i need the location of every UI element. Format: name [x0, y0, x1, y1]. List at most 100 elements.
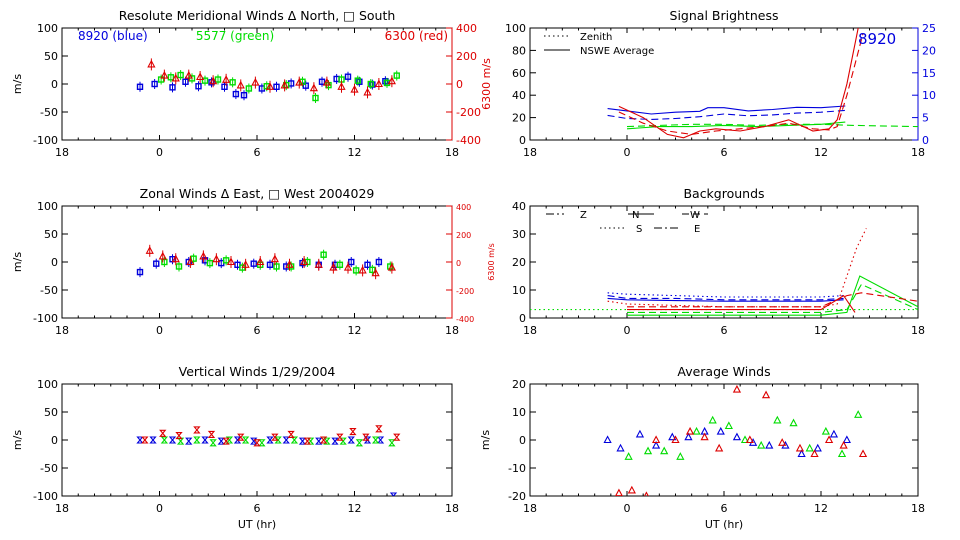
data-point-average-2-12 — [795, 443, 805, 452]
data-point-average-2-13 — [810, 449, 819, 458]
y-tick-label: 20 — [512, 256, 526, 269]
x-tick-label: 0 — [624, 324, 631, 337]
y-tick-label: 0 — [519, 312, 526, 325]
y-tick-label: 10 — [512, 406, 526, 419]
y2-tick-label: 15 — [922, 67, 936, 80]
legend-label-1: NSWE Average — [580, 46, 654, 57]
series-line-backgrounds-5 — [627, 283, 918, 313]
series-line-backgrounds-7 — [627, 294, 856, 313]
y2-tick-label: 25 — [922, 22, 936, 35]
series-line-brightness-1 — [607, 109, 846, 120]
y2-tick-label: 0 — [456, 78, 463, 91]
data-point-average-2-6 — [700, 432, 709, 441]
x-tick-label: 12 — [348, 324, 362, 337]
plot-area — [607, 28, 918, 139]
data-point-average-2-10 — [761, 390, 771, 399]
data-point-average-2-3 — [651, 435, 661, 444]
y-tick-label: 0 — [519, 134, 526, 147]
series-line-brightness-0 — [607, 105, 846, 115]
x-tick-label: 18 — [55, 146, 69, 159]
data-point-vertical-2-13 — [349, 428, 357, 436]
data-point-average-0-0 — [603, 435, 612, 444]
data-point-vertical-0-15 — [376, 436, 385, 444]
data-point-average-1-0 — [624, 452, 633, 460]
data-point-vertical-0-12 — [331, 437, 339, 445]
data-point-vertical-1-13 — [371, 436, 380, 444]
x-tick-label: 0 — [624, 146, 631, 159]
data-point-average-2-16 — [858, 449, 868, 458]
data-point-vertical-1-4 — [225, 436, 234, 444]
data-point-average-2-0 — [614, 488, 623, 496]
x-tick-label: 12 — [814, 146, 828, 159]
y2-tick-label: 10 — [922, 89, 936, 102]
data-point-vertical-2-14 — [362, 433, 370, 441]
data-point-average-2-8 — [732, 384, 742, 393]
x-axis-label: UT (hr) — [238, 518, 276, 531]
panel-average: Average Winds 18 0 6 12 18 20 10 0 -10 -20 m/s UT (h… — [479, 364, 925, 531]
data-point-vertical-0-10 — [298, 437, 307, 445]
y-tick-label: 0 — [51, 256, 58, 269]
y-tick-label: 60 — [512, 67, 526, 80]
data-point-vertical-1-14 — [388, 439, 396, 447]
data-point-average-2-11 — [778, 438, 787, 446]
data-point-vertical-0-7 — [250, 437, 258, 445]
data-point-average-0-2 — [635, 429, 645, 438]
x-tick-label: 18 — [911, 324, 925, 337]
data-point-vertical-0-11 — [315, 437, 323, 445]
data-point-average-1-4 — [692, 426, 701, 435]
y-tick-label: 0 — [51, 78, 58, 91]
data-point-average-0-13 — [813, 443, 822, 452]
data-point-vertical-0-13 — [347, 436, 355, 444]
chart-annotation: 8920 — [858, 30, 896, 48]
data-point-average-1-1 — [643, 446, 653, 455]
y-tick-label: -50 — [40, 462, 58, 475]
data-point-vertical-0-1 — [149, 436, 157, 444]
x-axis-label: UT (hr) — [705, 518, 743, 531]
y2-tick-label: -200 — [456, 287, 474, 296]
data-point-vertical-2-2 — [175, 431, 183, 440]
legend-label-0: Z — [580, 210, 587, 221]
data-point-vertical-0-9 — [282, 436, 290, 444]
series-line-backgrounds-0 — [607, 292, 844, 298]
data-point-average-0-15 — [842, 435, 851, 444]
data-point-vertical-1-6 — [258, 439, 266, 447]
data-point-average-2-5 — [685, 426, 695, 435]
y-tick-label: 50 — [44, 406, 58, 419]
series-line-brightness-2 — [626, 121, 846, 130]
data-point-vertical-0-16 — [389, 492, 398, 496]
chart-title: Resolute Meridional Winds Δ North, □ Sou… — [119, 8, 396, 23]
data-point-vertical-2-11 — [319, 436, 328, 444]
y-tick-label: 100 — [37, 22, 58, 35]
legend-label-1: 5577 (green) — [196, 29, 274, 43]
x-tick-label: 18 — [523, 146, 537, 159]
y-tick-label: 10 — [512, 284, 526, 297]
data-point-vertical-2-0 — [141, 436, 149, 444]
series-line-brightness-5 — [618, 33, 864, 135]
chart-title: Average Winds — [677, 364, 770, 379]
y-axis-label: m/s — [11, 430, 24, 450]
data-point-vertical-2-1 — [159, 429, 167, 437]
y-tick-label: 50 — [44, 50, 58, 63]
x-tick-label: 18 — [911, 502, 925, 515]
data-point-average-1-13 — [837, 449, 847, 458]
y2-tick-label: 0 — [922, 134, 929, 147]
x-tick-label: 18 — [523, 324, 537, 337]
series-line-backgrounds-4 — [627, 275, 918, 316]
data-point-average-1-8 — [757, 440, 766, 449]
data-point-average-0-8 — [732, 432, 742, 441]
y2-axis-label: 6300 m/s — [480, 58, 493, 110]
y2-tick-label: 20 — [922, 44, 936, 57]
y-tick-label: 20 — [512, 378, 526, 391]
y2-tick-label: 200 — [456, 50, 477, 63]
data-point-vertical-0-5 — [217, 437, 225, 445]
x-tick-label: 6 — [254, 146, 261, 159]
series-line-brightness-4 — [618, 28, 859, 139]
data-point-average-0-14 — [829, 429, 839, 438]
y2-tick-label: 0 — [456, 259, 461, 268]
y-tick-label: -100 — [33, 134, 58, 147]
y-axis-label: m/s — [11, 252, 24, 272]
data-point-average-1-2 — [660, 446, 669, 455]
chart-title: Signal Brightness — [670, 8, 779, 23]
plot-area — [530, 228, 918, 316]
data-point-vertical-1-11 — [339, 437, 347, 445]
